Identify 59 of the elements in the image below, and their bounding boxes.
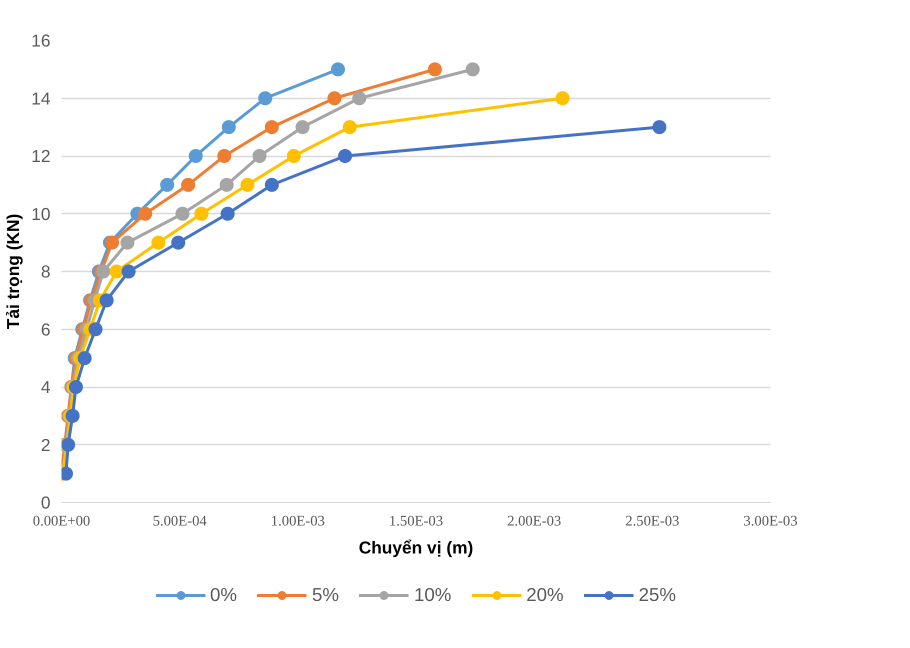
- point: [194, 206, 208, 221]
- point: [327, 91, 342, 106]
- point: [171, 236, 186, 250]
- point: [78, 351, 92, 366]
- point: [286, 149, 301, 163]
- point: [176, 206, 190, 221]
- y-tick-label: 4: [40, 377, 51, 397]
- point: [66, 408, 80, 423]
- point: [188, 149, 203, 163]
- point: [556, 91, 570, 106]
- point: [181, 178, 196, 192]
- point: [110, 264, 124, 278]
- point: [264, 178, 279, 192]
- point: [296, 120, 310, 134]
- point: [258, 91, 272, 106]
- x-tick-label: 1.00E-03: [270, 514, 325, 530]
- point: [220, 178, 234, 192]
- point: [222, 120, 236, 134]
- point: [88, 322, 103, 336]
- point: [120, 236, 134, 250]
- x-tick-label: 2.00E-03: [507, 514, 562, 530]
- point: [466, 62, 480, 76]
- legend-label: 10%: [414, 584, 452, 606]
- point: [331, 62, 346, 76]
- point: [122, 264, 136, 278]
- point: [138, 206, 152, 221]
- point: [342, 120, 357, 134]
- x-tick-label: 1.50E-03: [388, 514, 444, 530]
- point: [352, 91, 366, 106]
- legend-label: 25%: [638, 584, 676, 606]
- y-tick-label: 0: [40, 492, 51, 512]
- legend-label: 0%: [210, 584, 237, 606]
- point: [217, 149, 232, 163]
- point: [240, 178, 254, 192]
- y-axis-title: Tải trọng (KN): [3, 214, 24, 330]
- y-tick-label: 2: [40, 434, 51, 455]
- x-tick-label: 2.50E-03: [625, 514, 680, 530]
- legend-label: 5%: [312, 584, 339, 606]
- point: [338, 149, 352, 163]
- point: [264, 120, 279, 134]
- y-tick-label: 14: [31, 88, 51, 108]
- point: [105, 236, 120, 250]
- point: [252, 149, 267, 163]
- point: [100, 293, 114, 308]
- x-tick-label: 5.00E-04: [152, 514, 208, 530]
- y-tick-label: 8: [40, 262, 51, 282]
- point: [151, 236, 166, 250]
- y-tick-label: 12: [31, 146, 51, 166]
- y-tick-label: 10: [31, 204, 51, 224]
- point: [428, 62, 442, 76]
- x-axis-title: Chuyển vị (m): [358, 538, 474, 558]
- x-tick-label: 0.00E+00: [32, 514, 90, 530]
- point: [652, 120, 666, 134]
- y-tick-label: 16: [31, 30, 51, 50]
- point: [160, 178, 174, 192]
- legend-label: 20%: [526, 584, 564, 606]
- x-tick-label: 3.00E-03: [743, 514, 798, 530]
- point: [220, 206, 235, 221]
- y-tick-label: 6: [40, 319, 51, 340]
